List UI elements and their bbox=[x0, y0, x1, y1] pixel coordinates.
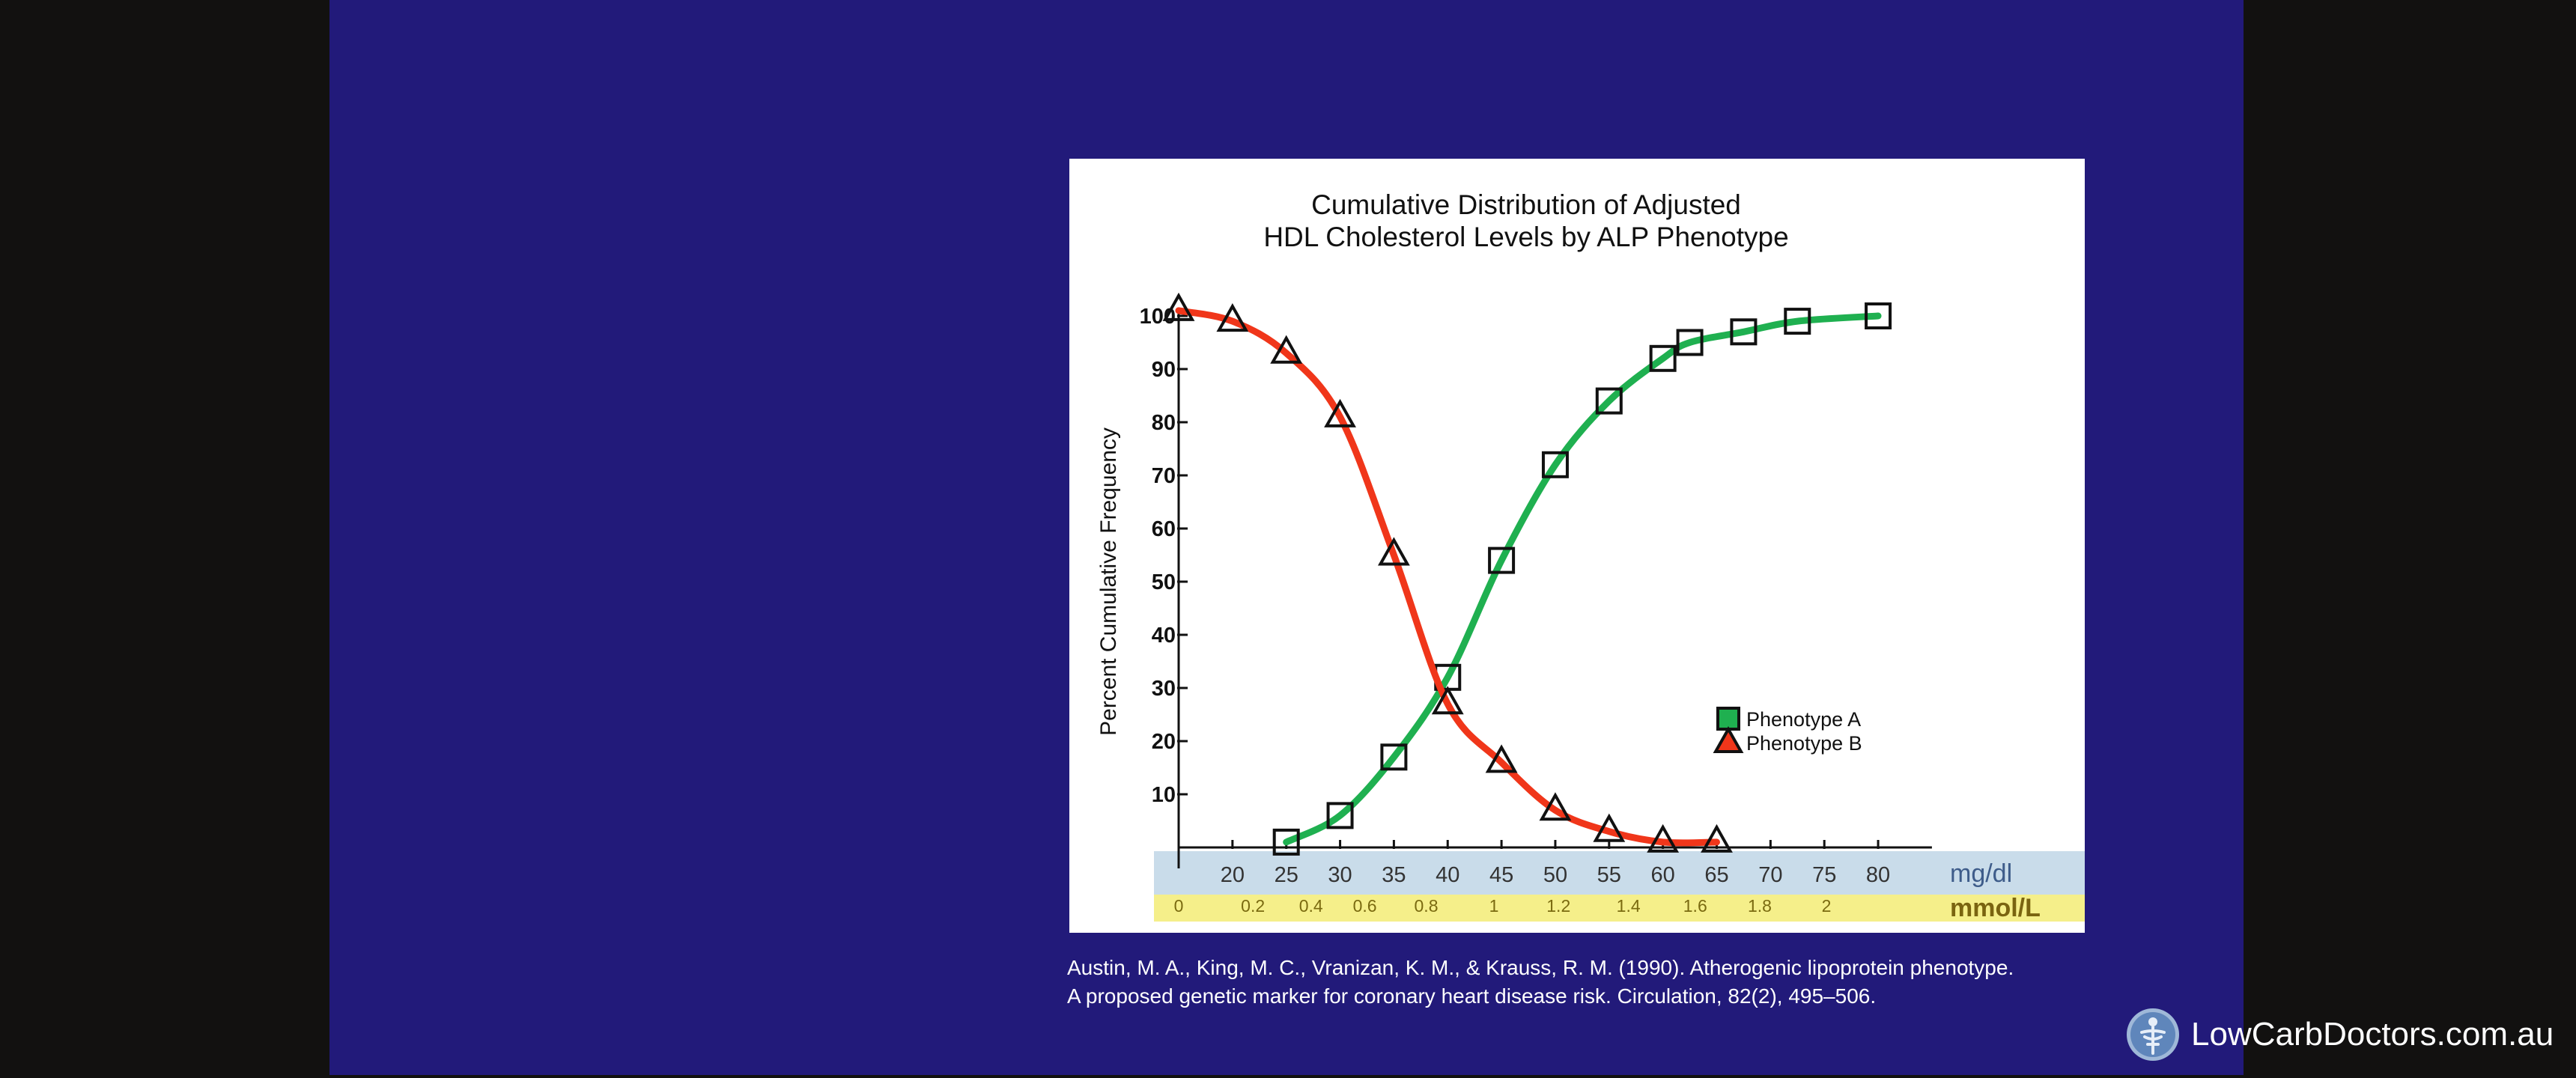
phenotype-a-point bbox=[1784, 308, 1811, 335]
phenotype-a-point bbox=[1541, 451, 1569, 478]
mmol-unit-label: mmol/L bbox=[1950, 894, 2041, 922]
citation: Austin, M. A., King, M. C., Vranizan, K.… bbox=[1067, 954, 2190, 1011]
phenotype-a-point bbox=[1865, 302, 1892, 329]
x-tick-label: 25 bbox=[1275, 863, 1298, 887]
mmol-band bbox=[1154, 895, 2085, 922]
y-tick-label: 30 bbox=[1152, 677, 1176, 701]
x-tick-label: 65 bbox=[1704, 863, 1728, 887]
phenotype-a-series bbox=[1272, 302, 1892, 856]
y-tick-label: 90 bbox=[1152, 358, 1176, 382]
chart-panel: Cumulative Distribution of Adjusted HDL … bbox=[1069, 159, 2085, 933]
mmol-tick-label: 1 bbox=[1489, 896, 1499, 916]
phenotype-b-series bbox=[1162, 292, 1733, 853]
phenotype-a-point bbox=[1649, 344, 1677, 372]
chart-title-line-1: Cumulative Distribution of Adjusted bbox=[1311, 189, 1741, 220]
brand: LowCarbDoctors.com.au bbox=[2125, 1005, 2554, 1065]
phenotype-b-point bbox=[1485, 744, 1518, 773]
phenotype-b-point bbox=[1593, 813, 1626, 842]
phenotype-b-point bbox=[1216, 303, 1249, 332]
mmol-tick-label: 1.8 bbox=[1748, 896, 1772, 916]
mmol-tick-label: 1.6 bbox=[1683, 896, 1707, 916]
phenotype-a-legend-label: Phenotype A bbox=[1746, 708, 1861, 731]
chart-title-line-2: HDL Cholesterol Levels by ALP Phenotype bbox=[1263, 222, 1788, 252]
y-tick-label: 50 bbox=[1152, 570, 1176, 594]
citation-line-1: Austin, M. A., King, M. C., Vranizan, K.… bbox=[1067, 956, 2014, 979]
mgdl-unit-label: mg/dl bbox=[1950, 859, 2012, 888]
phenotype-a-point bbox=[1272, 828, 1300, 856]
phenotype-b-line bbox=[1175, 307, 1720, 847]
series-group bbox=[1162, 292, 1892, 856]
x-tick-label: 75 bbox=[1812, 863, 1836, 887]
mmol-tick-label: 0.8 bbox=[1415, 896, 1439, 916]
y-tick-label: 70 bbox=[1152, 464, 1176, 488]
mmol-tick-label: 2 bbox=[1822, 896, 1832, 916]
y-tick-label: 60 bbox=[1152, 517, 1176, 541]
phenotype-a-point bbox=[1730, 318, 1758, 346]
phenotype-a-point bbox=[1380, 743, 1408, 771]
y-tick-label: 40 bbox=[1152, 624, 1176, 648]
y-tick-label: 80 bbox=[1152, 411, 1176, 435]
citation-line-2: A proposed genetic marker for coronary h… bbox=[1067, 984, 1877, 1008]
phenotype-b-point bbox=[1324, 398, 1356, 427]
phenotype-a-point bbox=[1676, 329, 1704, 356]
mmol-tick-label: 0 bbox=[1174, 896, 1184, 916]
phenotype-b-point bbox=[1270, 335, 1303, 364]
hdl-cumulative-chart: Cumulative Distribution of Adjusted HDL … bbox=[1096, 189, 2085, 922]
phenotype-b-point bbox=[1539, 792, 1572, 821]
x-tick-label: 70 bbox=[1758, 863, 1782, 887]
phenotype-a-point bbox=[1488, 546, 1516, 574]
brand-text: LowCarbDoctors.com.au bbox=[2191, 1016, 2554, 1053]
x-tick-label: 35 bbox=[1382, 863, 1406, 887]
phenotype-a-point bbox=[1326, 802, 1354, 829]
x-tick-label: 30 bbox=[1328, 863, 1352, 887]
x-tick-label: 55 bbox=[1597, 863, 1621, 887]
y-axis-label: Percent Cumulative Frequency bbox=[1096, 427, 1121, 736]
mmol-tick-label: 1.4 bbox=[1617, 896, 1641, 916]
mmol-tick-label: 1.2 bbox=[1546, 896, 1570, 916]
phenotype-b-legend-label: Phenotype B bbox=[1746, 732, 1862, 755]
phenotype-b-legend-marker bbox=[1713, 725, 1744, 753]
phenotype-b-point bbox=[1701, 823, 1733, 853]
x-tick-label: 20 bbox=[1221, 863, 1245, 887]
phenotype-b-point bbox=[1377, 537, 1410, 566]
mmol-tick-label: 0.6 bbox=[1353, 896, 1377, 916]
x-tick-label: 40 bbox=[1436, 863, 1459, 887]
mgdl-band bbox=[1154, 851, 2085, 895]
x-tick-label: 60 bbox=[1651, 863, 1675, 887]
phenotype-a-point bbox=[1595, 387, 1623, 415]
x-tick-label: 50 bbox=[1543, 863, 1567, 887]
presentation-slide: Cumulative Distribution of Adjusted HDL … bbox=[329, 0, 2554, 1075]
x-tick-label: 80 bbox=[1866, 863, 1890, 887]
y-tick-label: 10 bbox=[1152, 783, 1176, 807]
phenotype-a-line bbox=[1283, 312, 1882, 846]
phenotype-a-legend-marker bbox=[1716, 707, 1740, 731]
y-tick-label: 20 bbox=[1152, 730, 1176, 754]
phenotype-b-point bbox=[1162, 292, 1195, 321]
phenotype-b-point bbox=[1431, 686, 1464, 715]
phenotype-b-point bbox=[1647, 823, 1680, 853]
mmol-tick-label: 0.4 bbox=[1299, 896, 1323, 916]
mmol-tick-label: 0.2 bbox=[1241, 896, 1265, 916]
x-tick-label: 45 bbox=[1489, 863, 1513, 887]
doctors-logo-icon bbox=[2127, 1008, 2179, 1061]
